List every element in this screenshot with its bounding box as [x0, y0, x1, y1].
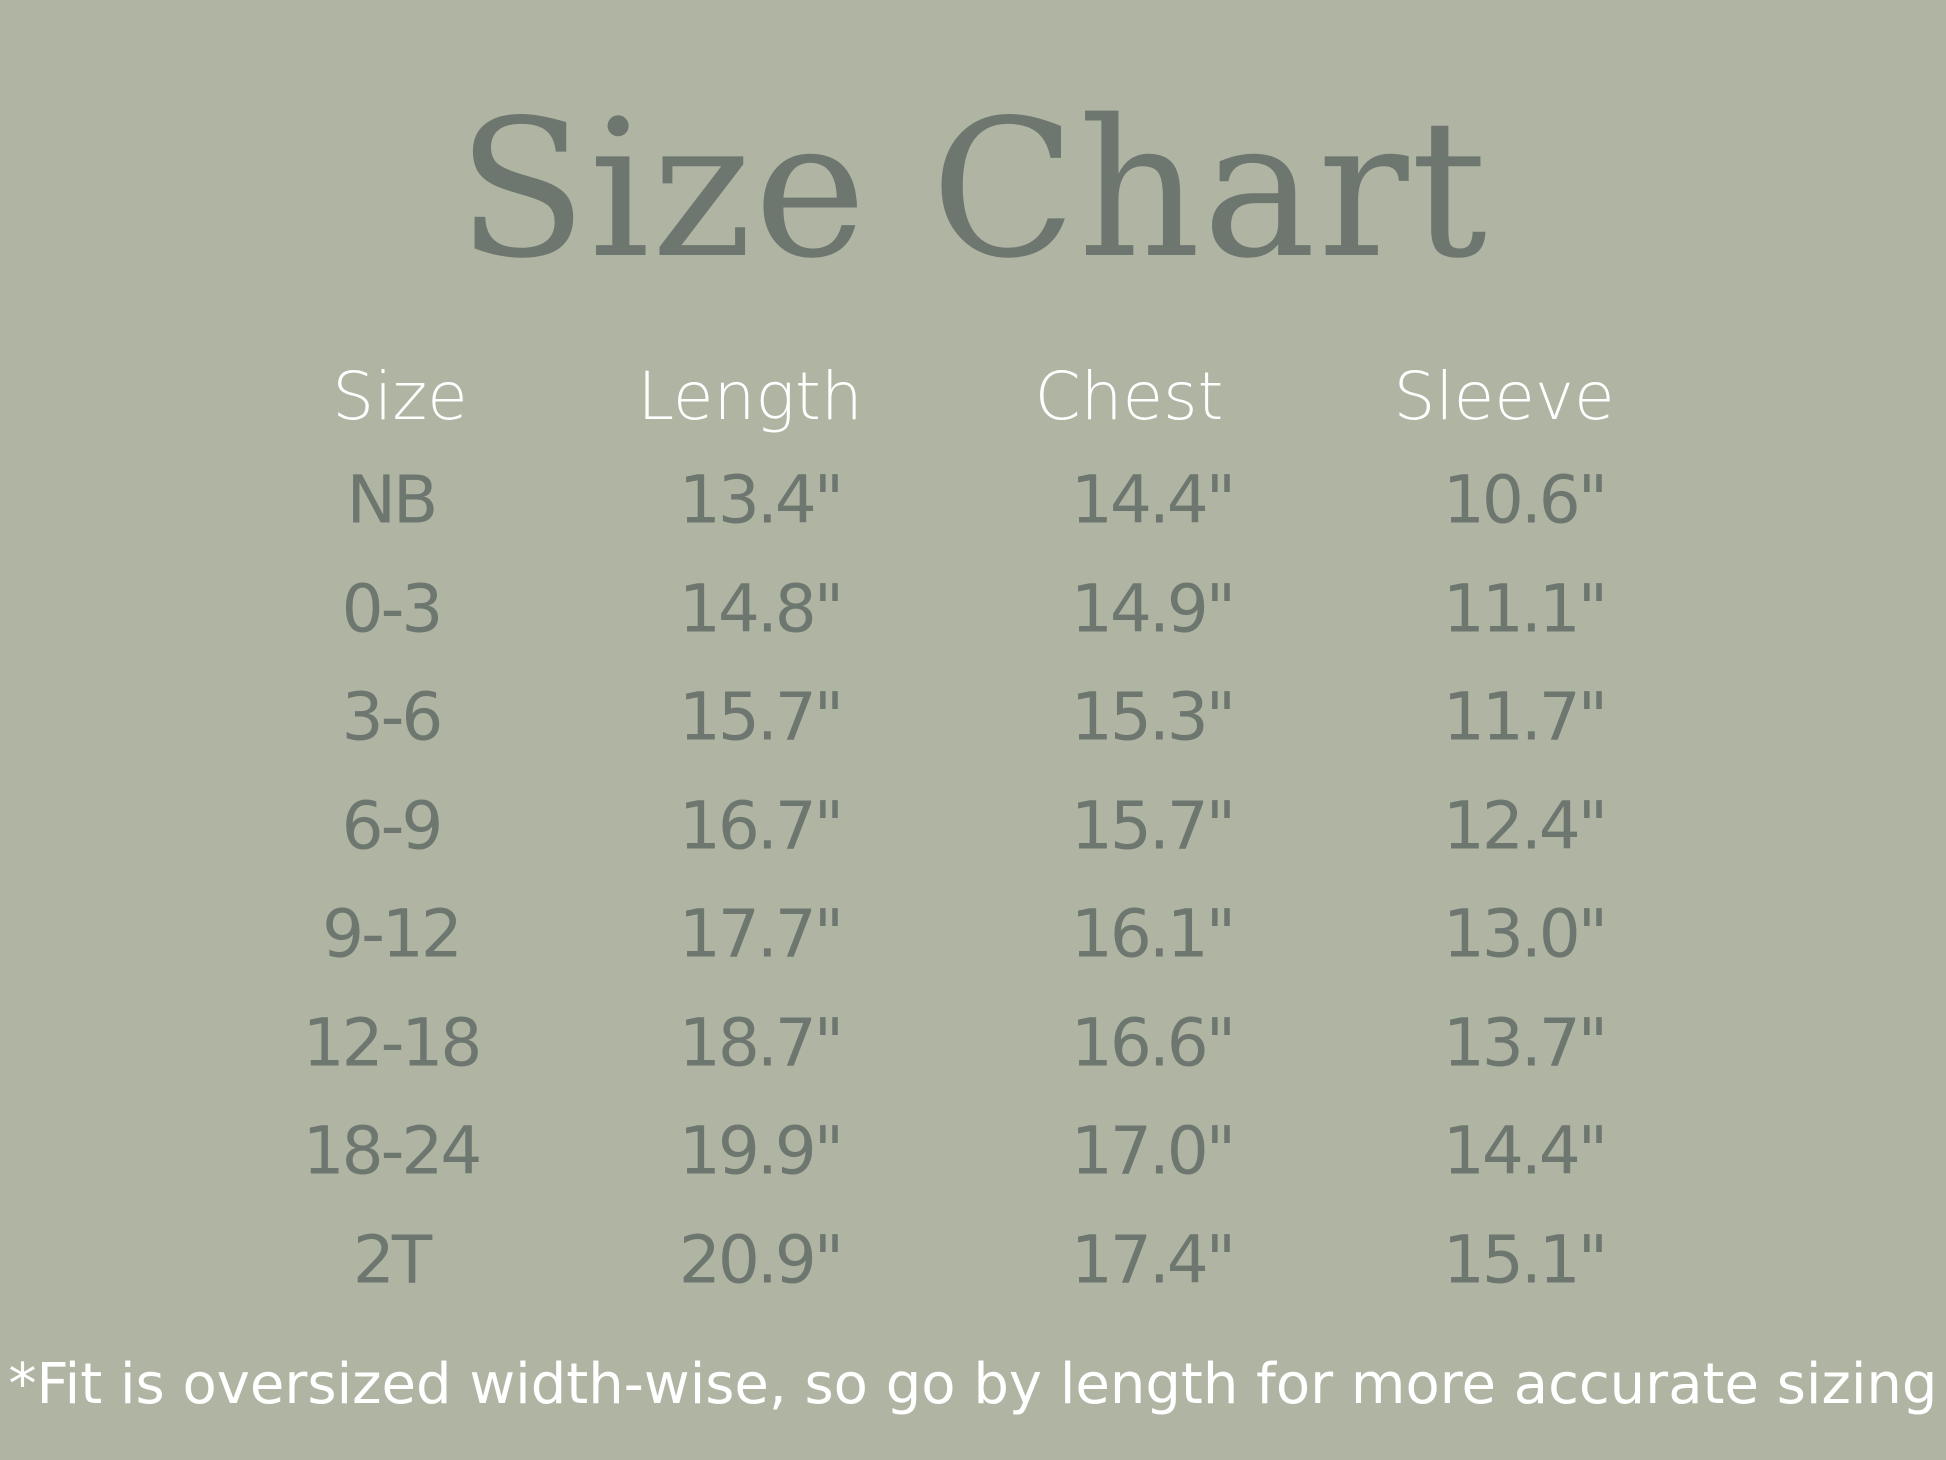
- cell-sleeve: 13.7": [1442, 1004, 1608, 1081]
- cell-size: 2T: [352, 1221, 432, 1298]
- cell-sleeve: 12.4": [1442, 787, 1608, 864]
- page-title: Size Chart: [456, 79, 1490, 300]
- cell-size: 12-18: [302, 1004, 483, 1081]
- cell-length: 15.7": [678, 678, 844, 756]
- cell-sleeve: 14.4": [1442, 1112, 1608, 1190]
- cell-length: 13.4": [678, 461, 844, 539]
- cell-size: 0-3: [341, 570, 444, 647]
- cell-chest: 16.1": [1070, 895, 1236, 973]
- column-header-sleeve: Sleeve: [1393, 358, 1615, 435]
- cell-size: NB: [346, 461, 439, 539]
- cell-chest: 17.0": [1070, 1112, 1236, 1190]
- cell-sleeve: 13.0": [1442, 895, 1608, 973]
- cell-length: 20.9": [678, 1221, 844, 1298]
- cell-length: 14.8": [678, 570, 844, 647]
- footnote: *Fit is oversized width-wise, so go by l…: [8, 1352, 1938, 1417]
- cell-length: 18.7": [678, 1004, 844, 1081]
- column-header-size: Size: [332, 358, 468, 435]
- cell-chest: 15.7": [1070, 787, 1236, 864]
- column-header-chest: Chest: [1034, 358, 1224, 435]
- cell-sleeve: 15.1": [1442, 1221, 1608, 1298]
- cell-chest: 14.4": [1070, 461, 1236, 539]
- cell-chest: 16.6": [1070, 1004, 1236, 1081]
- cell-chest: 14.9": [1070, 570, 1236, 647]
- cell-size: 3-6: [341, 678, 444, 756]
- cell-size: 6-9: [341, 787, 444, 864]
- cell-length: 19.9": [678, 1112, 844, 1190]
- cell-sleeve: 10.6": [1442, 461, 1608, 539]
- cell-size: 9-12: [322, 895, 463, 973]
- cell-size: 18-24: [302, 1112, 483, 1190]
- cell-length: 17.7": [678, 895, 844, 973]
- cell-chest: 17.4": [1070, 1221, 1236, 1298]
- cell-length: 16.7": [678, 787, 844, 864]
- cell-sleeve: 11.1": [1442, 570, 1608, 647]
- column-header-length: Length: [637, 358, 863, 435]
- cell-chest: 15.3": [1070, 678, 1236, 756]
- cell-sleeve: 11.7": [1442, 678, 1608, 756]
